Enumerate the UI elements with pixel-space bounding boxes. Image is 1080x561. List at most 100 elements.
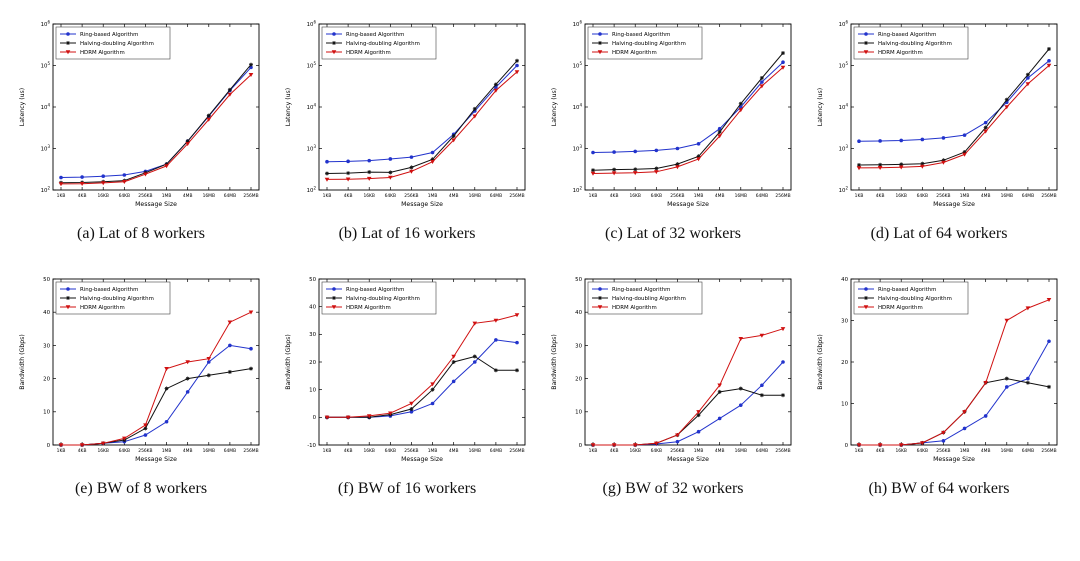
chart-canvas-a: 102 103 104 105 106 1KB 4KB 16KB 64KB 256KB 1MB 4MB…	[15, 14, 267, 222]
svg-text:102: 102	[307, 186, 317, 194]
svg-text:4MB: 4MB	[981, 193, 991, 199]
svg-text:4KB: 4KB	[78, 448, 87, 454]
svg-text:20: 20	[309, 360, 316, 366]
svg-text:HDRM Algorithm: HDRM Algorithm	[80, 50, 125, 56]
svg-text:10: 10	[43, 410, 50, 416]
svg-text:-10: -10	[307, 443, 316, 449]
svg-text:64KB: 64KB	[651, 193, 662, 199]
svg-text:64MB: 64MB	[224, 193, 236, 199]
svg-text:1MB: 1MB	[428, 193, 438, 199]
svg-text:256MB: 256MB	[1041, 193, 1056, 199]
svg-text:256KB: 256KB	[138, 448, 152, 454]
svg-text:Message Size: Message Size	[401, 201, 443, 208]
chart-caption-b: (b) Lat of 16 workers	[338, 225, 476, 242]
svg-text:1KB: 1KB	[57, 448, 66, 454]
svg-text:103: 103	[839, 144, 849, 152]
svg-text:Halving-doubling Algorithm: Halving-doubling Algorithm	[612, 296, 686, 302]
svg-text:Halving-doubling Algorithm: Halving-doubling Algorithm	[612, 41, 686, 47]
chart-g-bandwidth-32-workers: 0 10 20 30 40 50 1KB 4KB 16KB 64KB 256KB 1MB 4MB 16MB…	[544, 269, 802, 498]
chart-c-latency-32-workers: 102 103 104 105 106 1KB 4KB 16KB 64KB 256KB 1MB 4MB…	[544, 14, 802, 243]
svg-text:104: 104	[307, 103, 317, 111]
chart-caption-h: (h) BW of 64 workers	[868, 480, 1010, 497]
svg-text:1KB: 1KB	[323, 448, 332, 454]
svg-text:0: 0	[47, 443, 51, 449]
svg-text:16KB: 16KB	[629, 448, 640, 454]
svg-text:64MB: 64MB	[756, 193, 768, 199]
svg-text:256KB: 256KB	[404, 448, 418, 454]
svg-text:104: 104	[41, 103, 51, 111]
svg-text:Ring-based Algorithm: Ring-based Algorithm	[612, 287, 670, 293]
svg-text:Halving-doubling Algorithm: Halving-doubling Algorithm	[80, 41, 154, 47]
svg-text:105: 105	[573, 61, 583, 69]
svg-text:Message Size: Message Size	[667, 201, 709, 208]
svg-text:10: 10	[575, 410, 582, 416]
svg-text:Message Size: Message Size	[135, 201, 177, 208]
svg-text:HDRM Algorithm: HDRM Algorithm	[878, 305, 923, 311]
svg-text:1MB: 1MB	[428, 448, 438, 454]
svg-text:1MB: 1MB	[162, 193, 172, 199]
svg-text:64KB: 64KB	[385, 193, 396, 199]
svg-text:10: 10	[309, 388, 316, 394]
svg-text:1KB: 1KB	[323, 193, 332, 199]
svg-text:104: 104	[573, 103, 583, 111]
svg-text:30: 30	[309, 332, 316, 338]
svg-text:106: 106	[573, 20, 583, 28]
svg-text:Latency (us): Latency (us)	[551, 88, 558, 126]
svg-text:Message Size: Message Size	[401, 456, 443, 463]
svg-text:105: 105	[839, 61, 849, 69]
svg-text:4MB: 4MB	[449, 193, 459, 199]
svg-text:4KB: 4KB	[344, 193, 353, 199]
svg-text:102: 102	[839, 186, 849, 194]
svg-text:256KB: 256KB	[138, 193, 152, 199]
chart-a-latency-8-workers: 102 103 104 105 106 1KB 4KB 16KB 64KB 256KB 1MB 4MB…	[12, 14, 270, 243]
chart-canvas-e: 0 10 20 30 40 50 1KB 4KB 16KB 64KB 256KB 1MB 4MB 16MB…	[15, 269, 267, 477]
svg-text:10: 10	[841, 401, 848, 407]
svg-text:16KB: 16KB	[97, 193, 108, 199]
svg-text:64KB: 64KB	[119, 193, 130, 199]
svg-text:Ring-based Algorithm: Ring-based Algorithm	[878, 32, 936, 38]
chart-caption-d: (d) Lat of 64 workers	[870, 225, 1008, 242]
svg-text:1KB: 1KB	[589, 193, 598, 199]
svg-text:1KB: 1KB	[855, 448, 864, 454]
svg-text:256MB: 256MB	[243, 448, 258, 454]
chart-caption-a: (a) Lat of 8 workers	[77, 225, 205, 242]
svg-text:HDRM Algorithm: HDRM Algorithm	[80, 305, 125, 311]
svg-text:64MB: 64MB	[490, 448, 502, 454]
svg-text:256KB: 256KB	[936, 448, 950, 454]
svg-text:1MB: 1MB	[960, 448, 970, 454]
svg-text:64KB: 64KB	[119, 448, 130, 454]
svg-text:4MB: 4MB	[449, 448, 459, 454]
svg-text:Ring-based Algorithm: Ring-based Algorithm	[612, 32, 670, 38]
svg-text:40: 40	[309, 305, 316, 311]
svg-text:256KB: 256KB	[670, 193, 684, 199]
svg-text:Halving-doubling Algorithm: Halving-doubling Algorithm	[346, 41, 420, 47]
svg-text:Message Size: Message Size	[933, 201, 975, 208]
svg-text:103: 103	[307, 144, 317, 152]
svg-text:102: 102	[41, 186, 51, 194]
svg-text:Ring-based Algorithm: Ring-based Algorithm	[346, 287, 404, 293]
svg-text:16MB: 16MB	[469, 193, 481, 199]
svg-text:Bandwidth (Gbps): Bandwidth (Gbps)	[19, 334, 26, 390]
svg-text:256KB: 256KB	[936, 193, 950, 199]
svg-text:16KB: 16KB	[97, 448, 108, 454]
chart-caption-e: (e) BW of 8 workers	[74, 480, 208, 497]
chart-f-bandwidth-16-workers: -10 0 10 20 30 40 50 1KB 4KB 16KB 64KB 256KB 1MB 4MB 1…	[278, 269, 536, 498]
svg-text:20: 20	[841, 360, 848, 366]
chart-caption-g: (g) BW of 32 workers	[602, 480, 744, 497]
chart-caption-f: (f) BW of 16 workers	[337, 480, 477, 497]
svg-text:64MB: 64MB	[1022, 193, 1034, 199]
svg-text:20: 20	[43, 377, 50, 383]
svg-text:1MB: 1MB	[960, 193, 970, 199]
svg-text:4KB: 4KB	[876, 193, 885, 199]
svg-text:16KB: 16KB	[895, 193, 906, 199]
svg-text:1KB: 1KB	[589, 448, 598, 454]
svg-text:50: 50	[43, 277, 50, 283]
svg-text:102: 102	[573, 186, 583, 194]
svg-text:16KB: 16KB	[363, 193, 374, 199]
svg-text:256MB: 256MB	[775, 193, 790, 199]
svg-text:40: 40	[575, 310, 582, 316]
svg-text:16MB: 16MB	[735, 193, 747, 199]
svg-text:105: 105	[307, 61, 317, 69]
svg-text:Halving-doubling Algorithm: Halving-doubling Algorithm	[80, 296, 154, 302]
chart-e-bandwidth-8-workers: 0 10 20 30 40 50 1KB 4KB 16KB 64KB 256KB 1MB 4MB 16MB…	[12, 269, 270, 498]
